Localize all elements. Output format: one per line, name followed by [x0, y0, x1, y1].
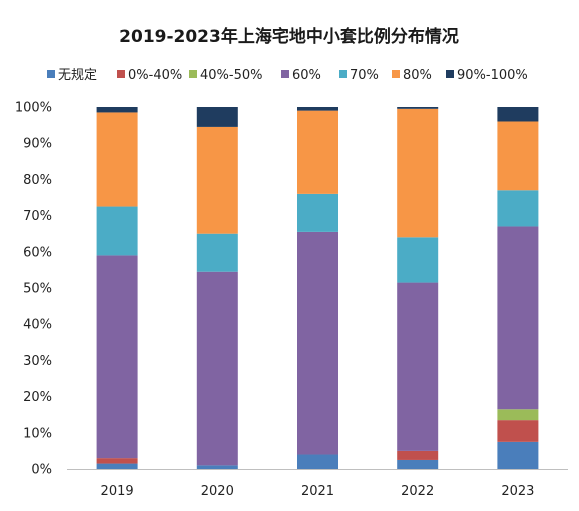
x-tick-label: 2023 [501, 484, 534, 499]
legend-item: 70% [339, 68, 379, 83]
bar-segment [297, 110, 338, 194]
y-tick-label: 20% [23, 390, 52, 405]
bar-segment [297, 107, 338, 111]
legend-item: 60% [281, 68, 321, 83]
chart-legend: 无规定 0%-40% 40%-50% 60% 70% 80% 90%-100% [47, 68, 528, 83]
bar-segment [196, 271, 238, 466]
y-tick-label: 100% [15, 101, 52, 116]
legend-label: 0%-40% [128, 68, 182, 83]
y-tick-label: 30% [23, 354, 52, 369]
bar-segment [196, 465, 238, 469]
legend-label: 80% [403, 68, 432, 83]
bar-stack-2020 [196, 107, 238, 469]
legend-item: 90%-100% [446, 68, 528, 83]
legend-swatch [117, 70, 125, 78]
legend-item: 40%-50% [189, 68, 262, 83]
bar-segment [96, 112, 138, 207]
bar-segment [497, 226, 539, 410]
bar-stack-2022 [397, 107, 439, 469]
bar-stack-2023 [497, 107, 539, 469]
legend-swatch [189, 70, 197, 78]
x-tick-label: 2021 [301, 484, 334, 499]
y-tick-label: 0% [31, 463, 52, 478]
bar-segment [96, 458, 138, 464]
bar-segment [196, 126, 238, 234]
bar-segment [196, 107, 238, 127]
bar-segment [297, 231, 338, 455]
legend-label: 90%-100% [457, 68, 528, 83]
bar-segment [96, 107, 138, 113]
y-tick-label: 90% [23, 137, 52, 152]
x-tick-label: 2019 [101, 484, 134, 499]
x-tick-label: 2022 [401, 484, 434, 499]
y-tick-label: 80% [23, 173, 52, 188]
y-tick-label: 50% [23, 282, 52, 297]
y-tick-label: 70% [23, 209, 52, 224]
legend-item: 80% [392, 68, 432, 83]
bar-segment [397, 459, 439, 469]
x-axis: 2019 2020 2021 2022 2023 [67, 469, 568, 499]
bar-segment [497, 420, 539, 442]
bar-segment [497, 190, 539, 227]
bar-stack-2021 [297, 107, 338, 469]
chart-title: 2019-2023年上海宅地中小套比例分布情况 [119, 26, 459, 47]
legend-item: 0%-40% [117, 68, 182, 83]
bar-segment [497, 121, 539, 191]
legend-swatch [446, 70, 454, 78]
bar-segment [297, 193, 338, 232]
y-tick-label: 40% [23, 318, 52, 333]
bar-segment [96, 463, 138, 469]
y-axis: 0% 10% 20% 30% 40% 50% 60% 70% 80% 90% 100% [15, 101, 52, 478]
bar-segment [397, 450, 439, 460]
legend-swatch [392, 70, 400, 78]
bar-segment [297, 454, 338, 469]
y-tick-label: 60% [23, 245, 52, 260]
bar-segment [497, 441, 539, 469]
y-tick-label: 10% [23, 426, 52, 441]
bar-segment [397, 237, 439, 283]
bar-segment [397, 108, 439, 238]
bar-stacks [96, 107, 539, 469]
legend-label: 无规定 [58, 68, 97, 83]
legend-label: 60% [292, 68, 321, 83]
x-tick-label: 2020 [201, 484, 234, 499]
bar-stack-2019 [96, 107, 138, 469]
legend-item: 无规定 [47, 68, 97, 83]
legend-swatch [339, 70, 347, 78]
bar-segment [96, 255, 138, 459]
bar-segment [96, 206, 138, 256]
bar-segment [397, 282, 439, 451]
bar-segment [497, 107, 539, 122]
bar-segment [196, 233, 238, 272]
legend-label: 40%-50% [200, 68, 262, 83]
legend-label: 70% [350, 68, 379, 83]
legend-swatch [281, 70, 289, 78]
legend-swatch [47, 70, 55, 78]
bar-segment [497, 409, 539, 421]
bar-segment [397, 107, 439, 109]
